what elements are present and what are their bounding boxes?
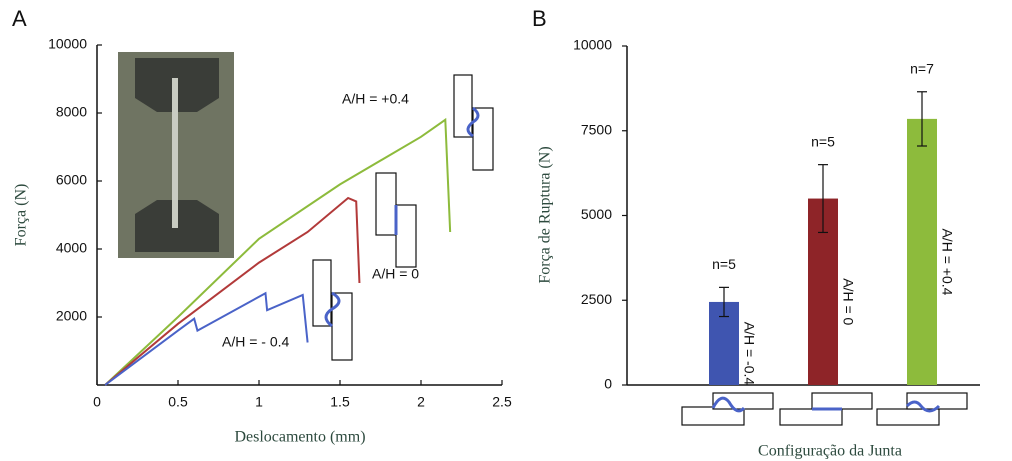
x-tick-label: 2 [417,394,425,410]
y-tick-label: 2000 [56,308,87,324]
n-label: n=7 [910,60,934,76]
joint-icon [312,74,494,361]
n-label: n=5 [811,133,835,149]
y-tick-label: 6000 [56,172,87,188]
curve-label: A/H = - 0.4 [222,334,290,350]
panel-label: A [12,6,27,31]
bar-label: A/H = 0 [840,278,856,325]
y-tick-label: 10000 [573,37,612,53]
y-axis-label: Força (N) [13,184,30,247]
x-tick-label: 0 [93,394,101,410]
y-axis-label: Força de Ruptura (N) [537,146,554,283]
y-tick-label: 7500 [581,121,612,137]
n-label: n=5 [712,256,736,272]
joint-icon [681,392,968,426]
y-tick-label: 2500 [581,291,612,307]
panel-label: B [532,6,547,31]
y-tick-label: 5000 [581,206,612,222]
x-tick-label: 2.5 [492,394,512,410]
y-tick-label: 8000 [56,104,87,120]
curve-label: A/H = 0 [372,266,419,282]
x-axis-label: Configuração da Junta [758,443,902,460]
y-tick-label: 0 [604,376,612,392]
x-tick-label: 1.5 [330,394,350,410]
y-tick-label: 10000 [48,36,87,52]
bar [907,118,937,385]
curve-label: A/H = +0.4 [342,91,409,107]
x-axis-label: Deslocamento (mm) [234,429,365,446]
inset-photo [118,52,234,258]
bar-label: A/H = -0.4 [741,322,757,386]
line [104,117,452,386]
y-tick-label: 4000 [56,240,87,256]
x-tick-label: 1 [255,394,263,410]
bar-label: A/H = +0.4 [939,228,955,295]
line [104,291,309,386]
x-tick-label: 0.5 [168,394,188,410]
line [104,196,361,386]
